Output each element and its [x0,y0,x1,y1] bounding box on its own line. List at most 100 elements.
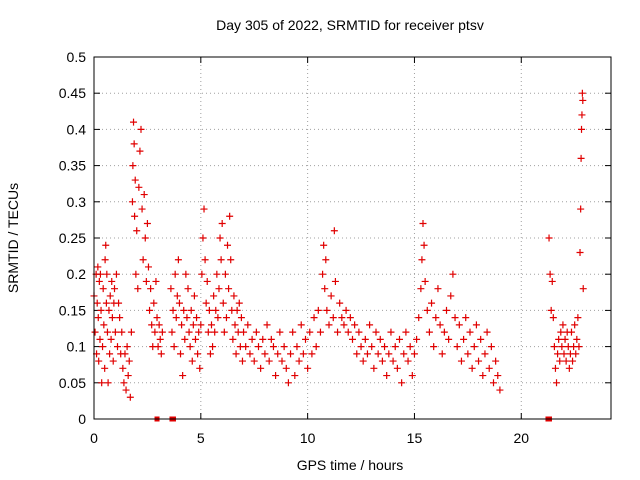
data-point [173,292,181,300]
data-point [460,335,468,343]
data-point [175,299,183,307]
data-point [378,357,386,365]
data-point [417,285,425,293]
data-point [578,89,586,97]
data-point [188,357,196,365]
data-point [559,321,567,329]
data-point [191,335,199,343]
data-point [481,350,489,358]
grid [94,57,611,419]
data-point [557,328,565,336]
data-point [96,335,104,343]
data-point [242,343,250,351]
data-point [551,364,559,372]
data-point [550,343,558,351]
data-point [553,379,561,387]
y-tick-label: 0.45 [59,85,86,101]
data-point [479,372,487,380]
data-point [244,321,252,329]
data-point [184,285,192,293]
data-point [464,350,472,358]
data-point [319,270,327,278]
data-point [408,372,416,380]
data-point [374,350,382,358]
data-point [98,379,106,387]
data-point [443,306,450,314]
data-point [150,299,158,307]
y-tick-label: 0.1 [67,339,87,355]
data-point [413,335,421,343]
data-point [267,335,275,343]
x-tick-label: 0 [90,430,98,446]
data-point [549,314,557,322]
data-point [147,285,155,293]
data-point [383,372,391,380]
y-axis-label: SRMTID / TECUs [5,183,21,293]
data-point [99,343,107,351]
data-point [483,328,491,336]
data-point [96,270,104,278]
data-point [278,357,286,365]
data-point [297,321,305,329]
data-point [577,205,585,213]
data-point [121,350,129,358]
data-point [202,299,210,307]
data-point [316,328,324,336]
data-point [118,328,126,336]
data-point [105,306,113,314]
data-point [331,277,339,285]
data-point [205,306,213,314]
data-point [259,335,267,343]
data-point [291,372,299,380]
data-point [415,314,423,322]
data-point [576,248,584,256]
data-point [310,314,318,322]
data-point [577,154,585,162]
data-point [183,314,191,322]
data-point [287,350,295,358]
data-point [130,140,138,148]
data-point [368,343,376,351]
data-point [101,256,109,264]
data-point [168,328,176,336]
data-point [389,357,397,365]
data-point [423,306,431,314]
data-point [181,335,189,343]
data-point [123,343,131,351]
data-point [462,314,470,322]
data-point [221,270,229,278]
data-point [555,335,563,343]
data-point [440,328,448,336]
data-point [186,343,194,351]
data-point [252,328,260,336]
y-tick-label: 0.25 [59,230,86,246]
data-point [142,277,150,285]
data-point [227,256,235,264]
data-point [387,328,395,336]
data-point [421,277,429,285]
data-point [338,314,346,322]
data-point [127,328,135,336]
data-point [156,335,164,343]
data-point [560,350,568,358]
data-point [97,306,105,314]
data-point [475,357,483,365]
plot-frame [93,56,612,420]
y-tick-label: 0.5 [67,49,87,65]
data-point [94,314,102,322]
data-point [130,118,138,126]
data-point [122,386,130,394]
data-point [225,285,233,293]
data-point [496,386,504,394]
data-point [157,350,165,358]
data-point [569,357,577,365]
data-point [102,241,110,249]
data-point [579,96,587,104]
data-point [457,357,465,365]
data-point [235,299,243,307]
data-point [455,321,463,329]
data-point [312,343,320,351]
data-point [276,328,284,336]
data-point [284,379,292,387]
data-point [366,321,374,329]
